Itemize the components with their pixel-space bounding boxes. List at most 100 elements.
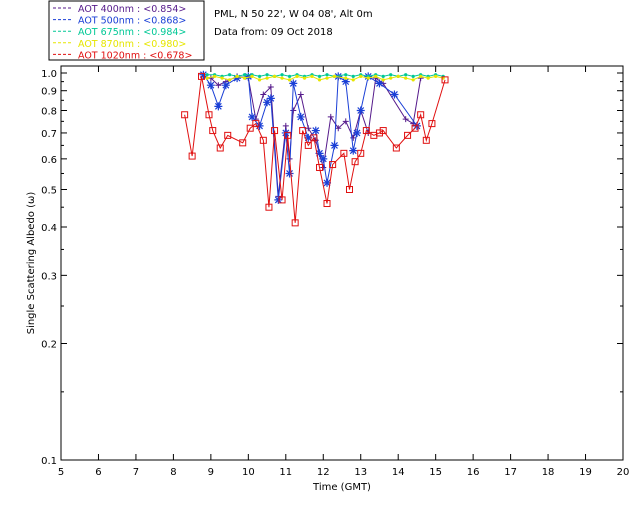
square-marker [428, 120, 436, 128]
asterisk-marker [349, 146, 358, 155]
dot-marker [287, 78, 292, 82]
plus-marker [267, 84, 274, 91]
asterisk-marker [289, 79, 298, 88]
dot-marker [426, 76, 430, 80]
dot-marker [280, 73, 284, 77]
square-marker [379, 127, 387, 135]
x-tick-label: 13 [354, 467, 367, 478]
x-axis: 5 6 7 8 9 10 11 12 13 14 15 16 17 18 19 20 [58, 66, 630, 478]
dot-marker [295, 74, 299, 78]
asterisk-marker [285, 169, 294, 178]
dot-marker [317, 78, 322, 82]
square-marker [362, 127, 370, 135]
asterisk-marker [296, 112, 305, 121]
square-marker [310, 134, 318, 142]
asterisk-marker [206, 81, 215, 90]
asterisk-marker [390, 90, 399, 99]
asterisk-marker [352, 128, 361, 137]
dot-marker [250, 74, 254, 78]
dot-marker [272, 74, 277, 78]
dot-marker [381, 74, 385, 78]
plot-area [60, 65, 624, 461]
dot-marker [389, 73, 393, 77]
asterisk-marker [315, 149, 324, 158]
plus-marker [342, 118, 349, 125]
dot-marker [257, 74, 262, 78]
dot-marker [265, 76, 269, 80]
dot-marker [366, 76, 370, 80]
square-marker [252, 120, 260, 128]
asterisk-marker [281, 128, 290, 137]
square-marker [422, 136, 430, 144]
x-tick-label: 12 [317, 467, 330, 478]
dot-marker [332, 74, 337, 78]
x-tick-label: 7 [133, 467, 139, 478]
x-tick-label: 8 [170, 467, 176, 478]
y-tick-label: 0.4 [41, 223, 57, 234]
asterisk-marker [334, 72, 343, 81]
y-tick-label: 0.2 [41, 340, 57, 351]
plus-marker [350, 134, 357, 141]
square-marker [345, 185, 353, 193]
dot-marker [325, 73, 329, 77]
x-tick-label: 5 [58, 467, 64, 478]
plus-marker [335, 125, 342, 132]
square-marker [291, 219, 299, 227]
square-marker [188, 152, 196, 160]
legend-entry: AOT 500nm : <0.868> [78, 16, 186, 27]
square-marker [441, 76, 449, 84]
series-line [184, 76, 446, 223]
dot-marker [411, 78, 415, 82]
x-tick-label: 11 [279, 467, 292, 478]
y-axis: 1.0 0.9 0.8 0.7 0.6 0.5 0.4 0.3 0.2 0.1 [41, 69, 623, 467]
asterisk-marker [221, 81, 230, 90]
y-tick-label: 1.0 [41, 69, 57, 80]
y-tick-label: 0.7 [41, 129, 57, 140]
square-marker [239, 139, 247, 147]
square-marker [205, 111, 213, 119]
y-axis-label: Single Scattering Albedo (ω) [26, 192, 37, 335]
asterisk-marker [330, 141, 339, 150]
square-marker [357, 149, 365, 157]
asterisk-marker [266, 94, 275, 103]
dot-marker [411, 74, 415, 78]
dot-marker [310, 74, 314, 78]
asterisk-marker [319, 154, 328, 163]
dot-marker [404, 73, 408, 77]
dot-marker [344, 76, 348, 80]
y-tick-label: 0.5 [41, 185, 57, 196]
dot-marker [351, 78, 355, 82]
asterisk-marker [274, 195, 283, 204]
plus-marker [260, 91, 267, 98]
dot-marker [205, 73, 209, 77]
x-tick-label: 18 [542, 467, 555, 478]
dot-marker [344, 73, 348, 77]
square-marker [329, 161, 337, 169]
x-tick-label: 9 [208, 467, 214, 478]
legend-entry: AOT 870nm : <0.980> [78, 39, 186, 50]
dot-marker [242, 76, 247, 80]
square-marker [198, 72, 205, 80]
dot-marker [317, 74, 322, 78]
asterisk-marker [412, 121, 421, 130]
legend-entry: AOT 1020nm : <0.678> [78, 50, 192, 61]
square-marker [411, 124, 419, 132]
square-marker [375, 129, 383, 137]
dot-marker [389, 76, 393, 80]
asterisk-marker [248, 112, 257, 121]
x-tick-label: 19 [579, 467, 592, 478]
legend-box [48, 0, 205, 61]
series-group [205, 74, 445, 82]
dot-marker [359, 74, 363, 78]
plus-marker [402, 116, 409, 123]
dot-marker [351, 74, 355, 78]
dot-marker [396, 74, 400, 78]
x-tick-label: 20 [617, 467, 630, 478]
plus-marker [215, 82, 222, 89]
legend: AOT 400nm : <0.854>AOT 500nm : <0.868>AO… [53, 4, 192, 61]
site-info: PML, N 50 22', W 04 08', Alt 0m [214, 9, 373, 20]
asterisk-marker [356, 106, 365, 115]
plus-marker [297, 91, 304, 98]
asterisk-marker [255, 121, 264, 130]
